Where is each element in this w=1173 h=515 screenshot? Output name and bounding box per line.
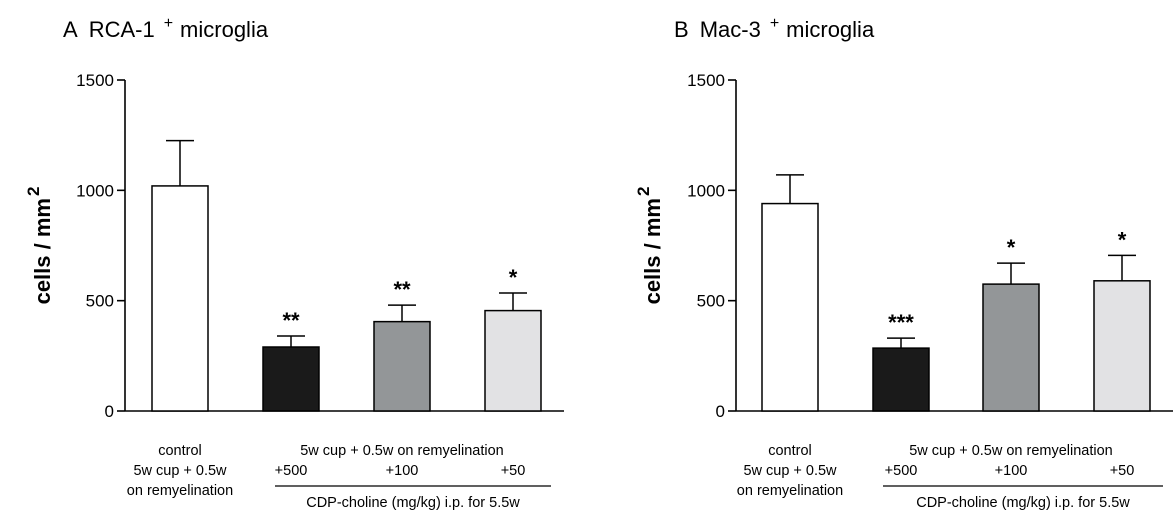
control-label-line: on remyelination [127,483,233,499]
significance-marker: *** [888,310,914,335]
y-axis-label-main: cells / mm [640,198,665,304]
significance-marker: * [1118,227,1127,252]
title-main: RCA-1 [89,17,155,42]
dose-label: +50 [1110,463,1135,479]
y-tick-label: 1000 [76,181,114,200]
y-tick-label: 1500 [76,71,114,90]
control-label-line: 5w cup + 0.5w [133,463,227,479]
bar-control [761,202,819,412]
title-suffix: microglia [786,17,875,42]
panel-letter: A [63,17,78,42]
significance-marker: * [1007,235,1016,260]
y-axis-label: cells / mm 2 [24,187,55,305]
dose-label: +100 [386,463,419,479]
dose-label: +500 [275,463,308,479]
group-label: 5w cup + 0.5w on remyelination [300,443,504,459]
control-label-line: control [158,443,202,459]
y-tick-label: 1500 [687,71,725,90]
significance-marker: ** [282,308,300,333]
bar-dose-100 [982,283,1040,412]
y-tick-label: 0 [105,402,114,421]
title-suffix: microglia [180,17,269,42]
chart-panel-a: A RCA-1 + microglia cells / mm 2 0 500 1000 1500 *… [24,15,564,511]
y-axis-label-superscript: 2 [634,187,653,196]
y-axis-label-superscript: 2 [24,187,43,196]
dose-label: +500 [885,463,918,479]
y-tick-label: 500 [697,292,725,311]
bar-control [151,185,209,412]
bar-dose-50 [1093,280,1151,412]
dose-label: +50 [501,463,526,479]
treatment-label: CDP-choline (mg/kg) i.p. for 5.5w [916,495,1130,511]
title-main: Mac-3 [700,17,761,42]
significance-marker: * [509,265,518,290]
y-tick-label: 0 [716,402,725,421]
y-tick-label: 500 [86,292,114,311]
control-label-line: control [768,443,812,459]
bar-dose-500 [872,347,930,412]
dose-label: +100 [995,463,1028,479]
bar-dose-500 [262,346,320,412]
y-tick-label: 1000 [687,181,725,200]
control-label-line: on remyelination [737,483,843,499]
significance-marker: ** [393,277,411,302]
y-axis-label: cells / mm 2 [634,187,665,305]
chart-title: A RCA-1 + microglia [63,15,269,42]
treatment-label: CDP-choline (mg/kg) i.p. for 5.5w [306,495,520,511]
y-axis-label-main: cells / mm [30,198,55,304]
title-superscript: + [164,15,173,32]
control-label-line: 5w cup + 0.5w [743,463,837,479]
title-superscript: + [770,15,779,32]
group-label: 5w cup + 0.5w on remyelination [909,443,1113,459]
bar-dose-50 [484,309,542,412]
bar-dose-100 [373,320,431,412]
chart-title: B Mac-3 + microglia [674,15,875,42]
panel-letter: B [674,17,689,42]
chart-panel-b: B Mac-3 + microglia cells / mm 2 0 500 1000 1500 *… [634,15,1173,511]
